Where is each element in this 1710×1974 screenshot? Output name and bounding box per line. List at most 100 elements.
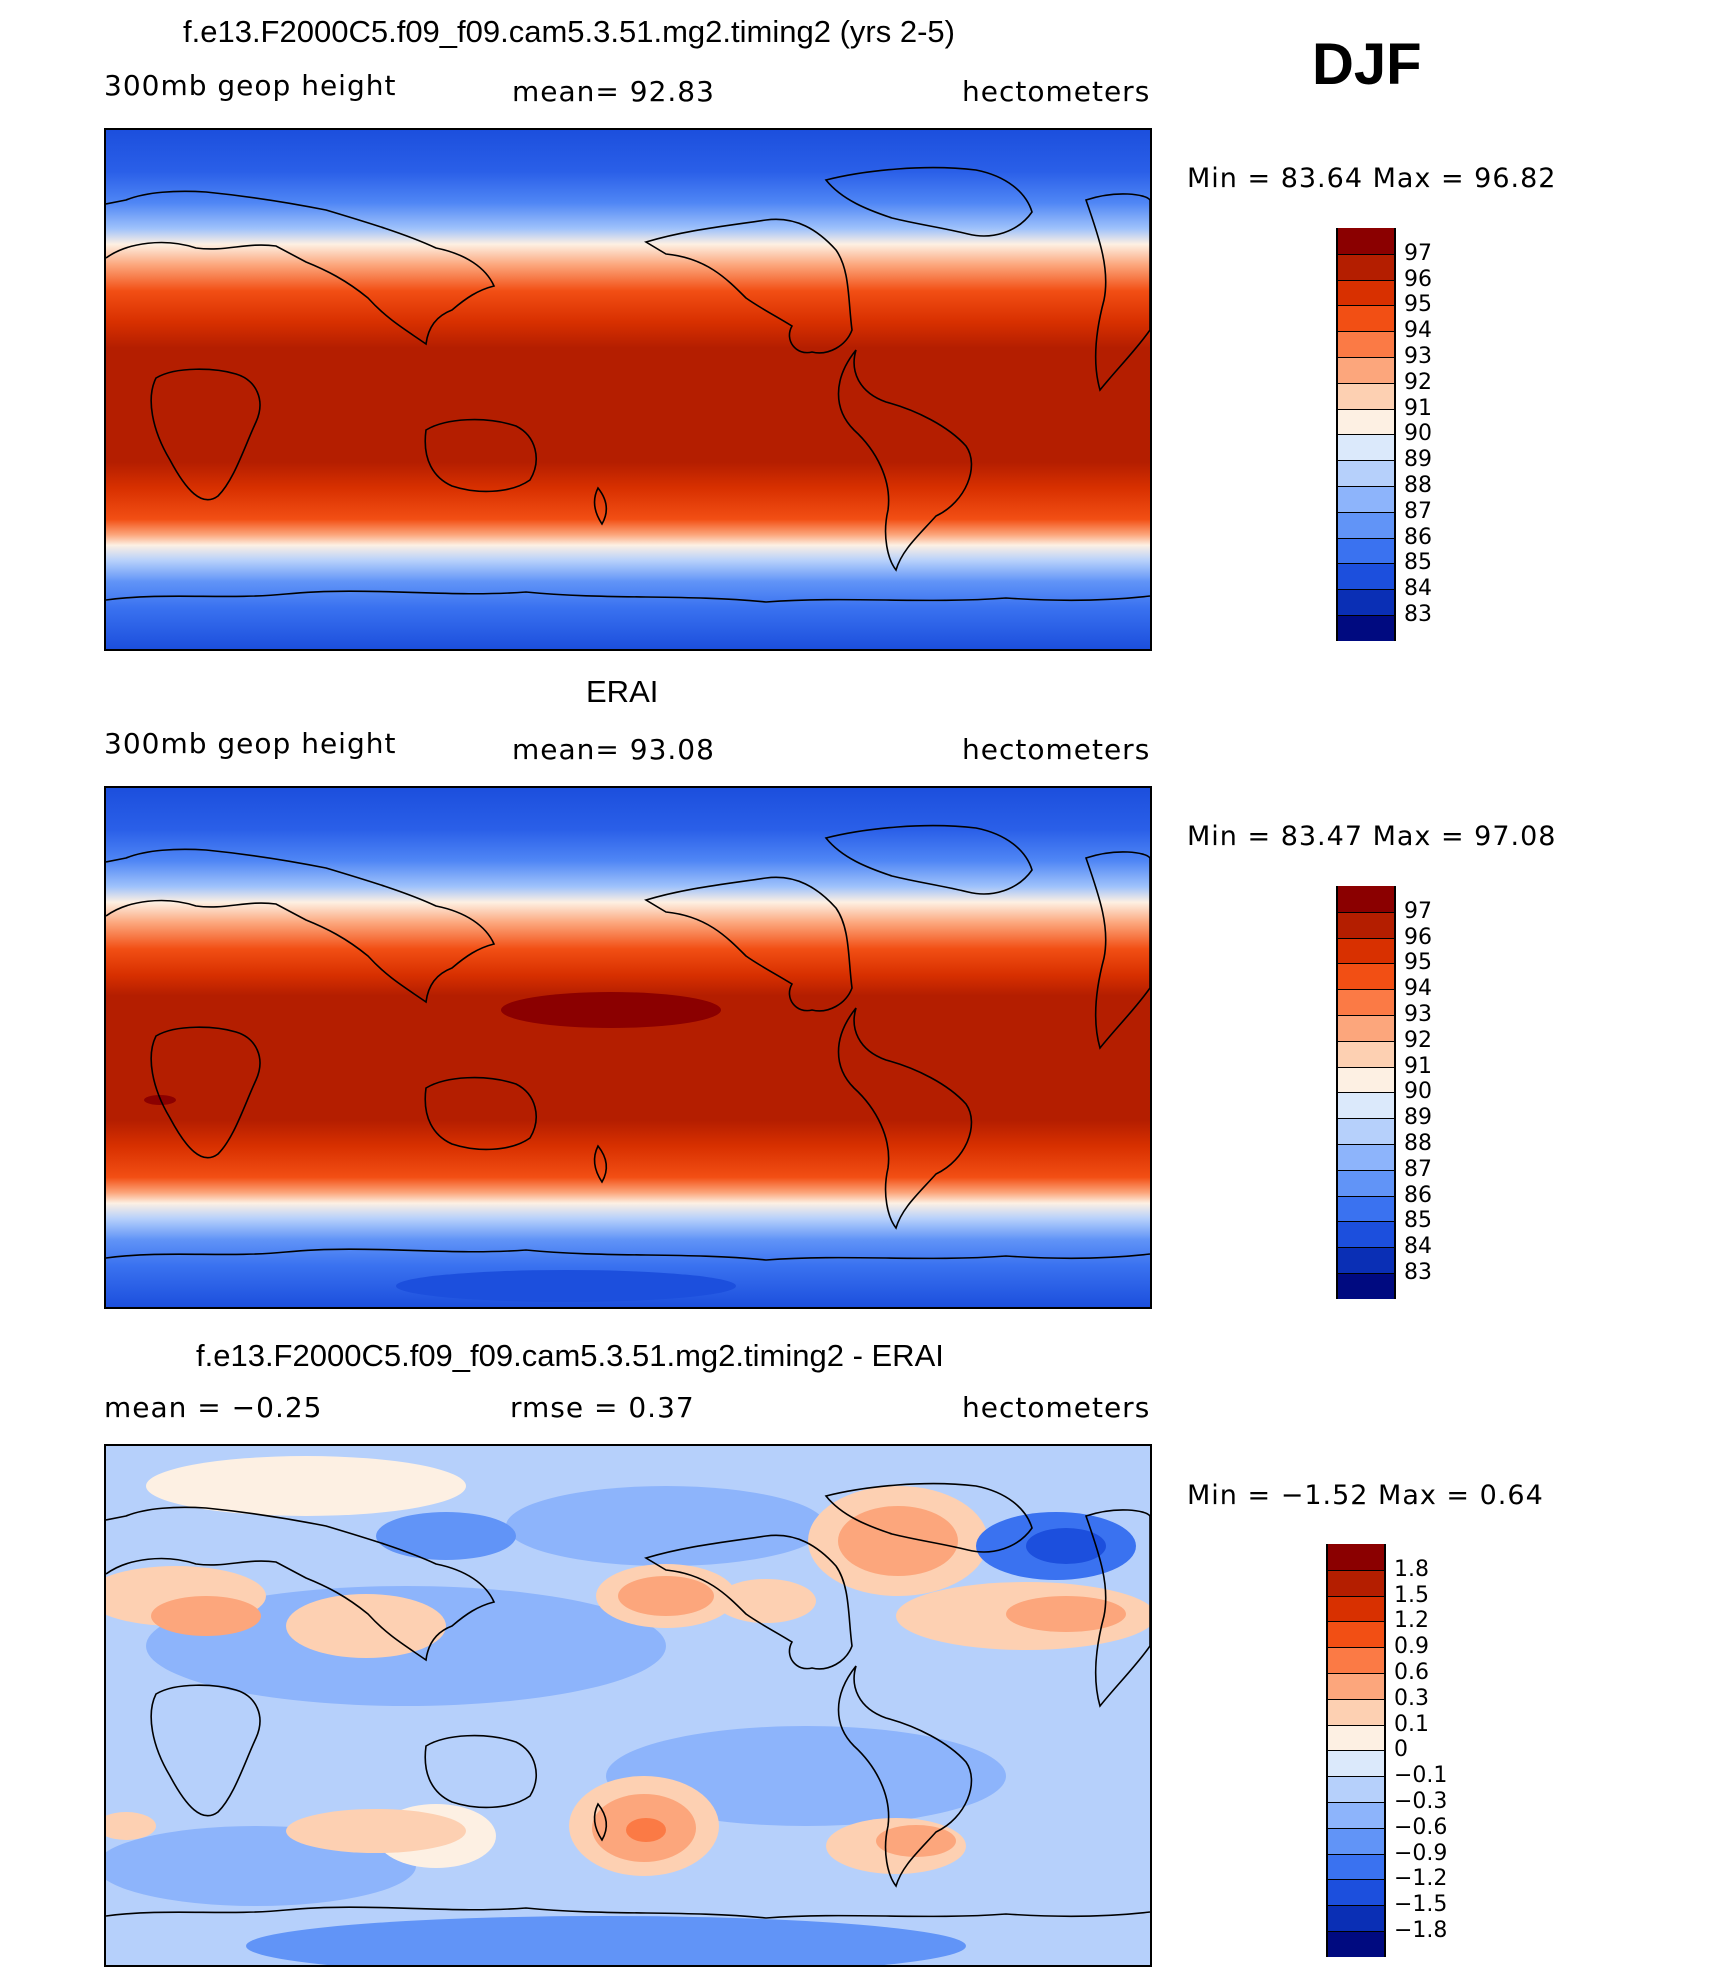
colorbar-box: [1326, 1544, 1386, 1957]
colorbar-label: 96: [1404, 924, 1432, 950]
colorbar-label: 97: [1404, 898, 1432, 924]
colorbar-swatch: [1328, 1750, 1384, 1777]
colorbar-swatch: [1328, 1647, 1384, 1673]
colorbar-label: 85: [1404, 1208, 1432, 1234]
colorbar-label: 1.2: [1394, 1608, 1429, 1634]
colorbar-label: 87: [1404, 498, 1432, 524]
panel-3-rmse-label: rmse = 0.37: [510, 1391, 695, 1424]
colorbar-swatch: [1338, 228, 1394, 254]
panel-3-map: [104, 1444, 1152, 1967]
colorbar-label: 91: [1404, 395, 1432, 421]
colorbar-swatch: [1328, 1724, 1384, 1751]
colorbar-label: 1.8: [1394, 1556, 1429, 1582]
colorbar-swatch: [1338, 1221, 1394, 1248]
panel-3-min-max: Min = −1.52 Max = 0.64: [1187, 1480, 1544, 1511]
colorbar-label: 92: [1404, 369, 1432, 395]
colorbar-swatch: [1338, 563, 1394, 590]
colorbar-swatch: [1328, 1853, 1384, 1880]
colorbar-label: 83: [1404, 1260, 1432, 1285]
colorbar-swatch: [1328, 1569, 1384, 1596]
colorbar-swatch: [1338, 460, 1394, 486]
colorbar-swatch: [1328, 1827, 1384, 1854]
colorbar-label: 0.3: [1394, 1685, 1429, 1711]
colorbar-swatch: [1338, 537, 1394, 564]
colorbar-label: 89: [1404, 447, 1432, 473]
colorbar-label: 84: [1404, 576, 1432, 602]
colorbar-swatch: [1338, 382, 1394, 409]
colorbar-label: 88: [1404, 473, 1432, 498]
colorbar-swatch: [1328, 1931, 1384, 1957]
coastlines: [106, 824, 1150, 1261]
colorbar-label: −0.1: [1394, 1763, 1448, 1789]
colorbar-label: 91: [1404, 1053, 1432, 1079]
colorbar-swatch: [1328, 1621, 1384, 1648]
colorbar-label: 94: [1404, 976, 1432, 1002]
colorbar-label: 86: [1404, 524, 1432, 550]
panel-1-map: [104, 128, 1152, 651]
colorbar-swatch: [1338, 989, 1394, 1015]
colorbar-swatch: [1338, 511, 1394, 538]
colorbar-label: 95: [1404, 950, 1432, 976]
colorbar-label: −1.8: [1394, 1918, 1448, 1943]
colorbar-label: 95: [1404, 292, 1432, 318]
colorbar-swatch: [1338, 434, 1394, 461]
panel-3-title: f.e13.F2000C5.f09_f09.cam5.3.51.mg2.timi…: [196, 1338, 944, 1373]
panel-2-title: ERAI: [586, 674, 659, 709]
colorbar-label: 0.9: [1394, 1634, 1429, 1660]
colorbar-label: −0.9: [1394, 1840, 1448, 1866]
panel-1-min-max: Min = 83.64 Max = 96.82: [1187, 163, 1557, 194]
colorbar-swatch: [1328, 1905, 1384, 1931]
panel-3-units-label: hectometers: [962, 1391, 1151, 1424]
colorbar-swatch: [1338, 1195, 1394, 1222]
panel-2-min-max: Min = 83.47 Max = 97.08: [1187, 821, 1557, 852]
colorbar-swatch: [1338, 279, 1394, 306]
colorbar-label: 96: [1404, 266, 1432, 292]
colorbar-label: 86: [1404, 1182, 1432, 1208]
colorbar-swatch: [1338, 1273, 1394, 1299]
colorbar-swatch: [1328, 1879, 1384, 1906]
colorbar-swatch: [1338, 1144, 1394, 1170]
colorbar-label: −1.5: [1394, 1892, 1448, 1918]
colorbar-swatch: [1338, 1169, 1394, 1196]
colorbar-swatch: [1338, 911, 1394, 938]
colorbar-box: [1336, 886, 1396, 1299]
colorbar-label: −0.3: [1394, 1789, 1448, 1814]
colorbar-label: 0: [1394, 1737, 1408, 1763]
colorbar-label: 93: [1404, 1002, 1432, 1027]
colorbar-swatch: [1338, 253, 1394, 280]
colorbar-label: 1.5: [1394, 1582, 1429, 1608]
coastlines: [106, 1482, 1150, 1919]
colorbar-label: 87: [1404, 1156, 1432, 1182]
colorbar-swatch: [1338, 1040, 1394, 1067]
panel-2-variable-label: 300mb geop height: [104, 727, 397, 760]
colorbar-swatch: [1338, 886, 1394, 912]
colorbar-swatch: [1338, 937, 1394, 964]
panel-2-map: [104, 786, 1152, 1309]
colorbar-label: 0.6: [1394, 1660, 1429, 1685]
panel-3-mean-label: mean = −0.25: [104, 1391, 323, 1424]
colorbar-swatch: [1338, 1247, 1394, 1273]
colorbar-swatch: [1338, 357, 1394, 383]
colorbar-label: 94: [1404, 318, 1432, 344]
colorbar-swatch: [1338, 1118, 1394, 1144]
season-label: DJF: [1312, 32, 1422, 97]
colorbar-swatch: [1338, 615, 1394, 641]
colorbar-label: 92: [1404, 1027, 1432, 1053]
colorbar-label: −0.6: [1394, 1814, 1448, 1840]
colorbar-swatch: [1328, 1544, 1384, 1570]
colorbar-swatch: [1328, 1595, 1384, 1622]
colorbar-label: 85: [1404, 550, 1432, 576]
colorbar-label: 93: [1404, 344, 1432, 369]
colorbar-label: 97: [1404, 240, 1432, 266]
colorbar-label: 88: [1404, 1131, 1432, 1156]
colorbar-swatch: [1338, 331, 1394, 357]
panel-1-units-label: hectometers: [962, 75, 1151, 108]
colorbar-swatch: [1338, 1066, 1394, 1093]
colorbar-label: 89: [1404, 1105, 1432, 1131]
colorbar-swatch: [1338, 305, 1394, 332]
colorbar-swatch: [1338, 589, 1394, 615]
colorbar-swatch: [1338, 1092, 1394, 1119]
colorbar-swatch: [1338, 486, 1394, 512]
coastlines: [106, 166, 1150, 603]
colorbar-label: 90: [1404, 421, 1432, 447]
